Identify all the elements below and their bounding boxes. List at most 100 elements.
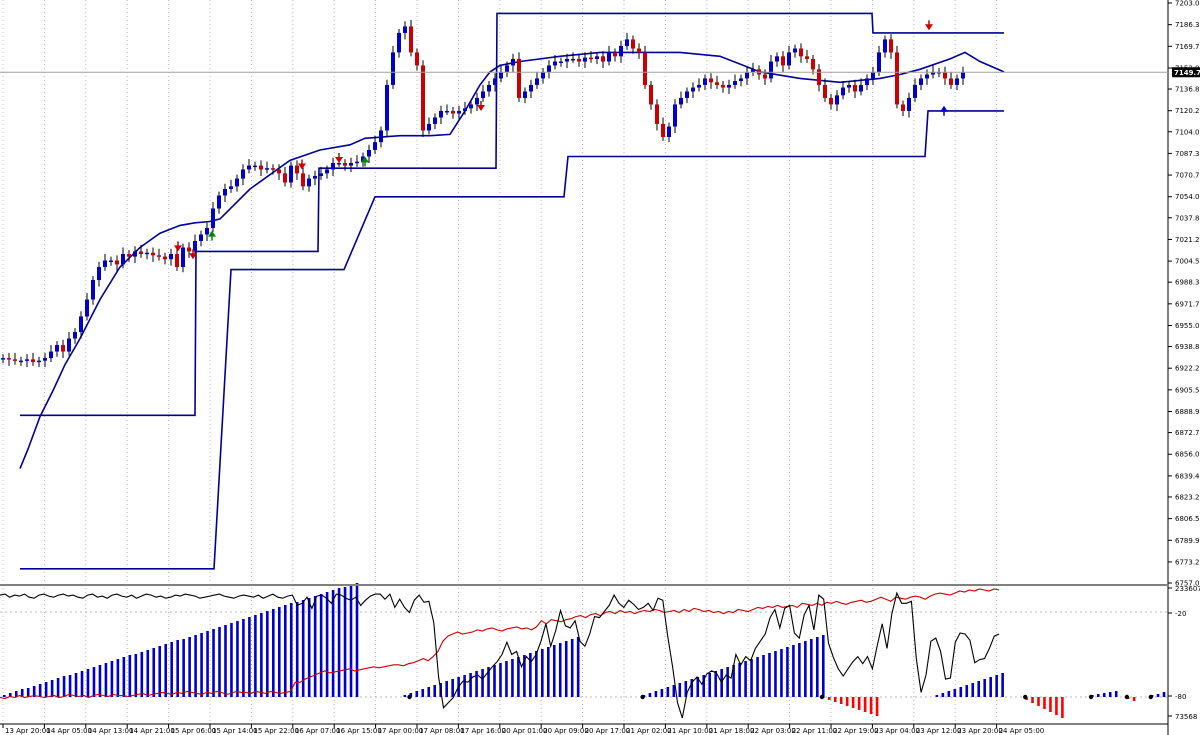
candle-body — [475, 97, 479, 105]
price-tick-label: 7004.55 — [1175, 258, 1200, 266]
price-tick-label: 7169.70 — [1175, 43, 1200, 51]
candle-body — [619, 45, 623, 57]
histogram-bar — [546, 647, 550, 697]
histogram-bar — [230, 623, 233, 697]
candle-body — [343, 162, 347, 166]
price-tick-label: 7203.00 — [1175, 0, 1200, 8]
candle-body — [865, 78, 869, 85]
price-tick-label: 6905.55 — [1175, 386, 1200, 394]
histogram-bar — [1162, 692, 1166, 697]
time-tick-label: 21 Apr 02:00 — [626, 727, 672, 735]
histogram-bar — [857, 697, 861, 710]
candle-body — [883, 39, 887, 53]
candle-body — [79, 316, 83, 333]
candle-body — [361, 156, 365, 162]
indicator-histogram — [3, 583, 1166, 718]
histogram-bar — [26, 688, 30, 697]
candle-body — [829, 97, 833, 105]
candle-body — [589, 57, 593, 60]
histogram-bar — [421, 689, 425, 697]
candle-body — [817, 69, 821, 85]
price-tick-label: 6789.90 — [1175, 537, 1200, 545]
time-tick-label: 20 Apr 09:00 — [543, 727, 589, 735]
histogram-bar — [552, 645, 556, 697]
time-tick-label: 20 Apr 01:00 — [502, 727, 548, 735]
candle-body — [229, 186, 233, 189]
histogram-bar — [20, 689, 24, 697]
histogram-bar — [1049, 697, 1052, 712]
candle-body — [931, 71, 935, 75]
histogram-bar — [702, 675, 706, 697]
histogram-bar — [122, 657, 126, 697]
histogram-bar — [1001, 673, 1004, 697]
candle-body — [19, 360, 23, 363]
histogram-bar — [134, 654, 138, 697]
histogram-bar — [1108, 692, 1112, 697]
candle-body — [313, 175, 317, 179]
signal-arrow-up — [361, 156, 369, 163]
candle-body — [103, 260, 107, 268]
histogram-bar — [277, 607, 281, 697]
signal-arrow-down — [335, 156, 343, 163]
candle-body — [877, 52, 881, 72]
candle-body — [631, 39, 635, 49]
histogram-bar — [564, 641, 568, 697]
candle-body — [175, 254, 179, 268]
histogram-bar — [331, 590, 335, 697]
histogram-bar — [176, 640, 179, 697]
candle-body — [595, 56, 599, 59]
histogram-bar — [983, 679, 986, 697]
histogram-bar — [80, 671, 84, 697]
histogram-bar — [68, 675, 72, 697]
histogram-bar — [1055, 697, 1058, 715]
price-axis: 7203.007186.357169.707153.007136.857120.… — [1168, 0, 1200, 588]
candle-body — [7, 358, 11, 360]
histogram-bar — [654, 691, 658, 697]
candle-body — [709, 78, 713, 83]
current-price-label: 7149.75 — [1174, 69, 1200, 77]
candle-body — [859, 84, 863, 92]
histogram-bar — [355, 583, 359, 697]
candle-body — [13, 359, 17, 361]
histogram-bar — [720, 669, 723, 697]
histogram-bar — [744, 661, 747, 697]
histogram-bar — [182, 639, 185, 697]
candle-body — [541, 71, 545, 79]
histogram-bar — [535, 651, 538, 697]
histogram-bar — [50, 680, 54, 697]
histogram-bar — [505, 661, 508, 697]
candle-body — [427, 123, 431, 131]
candle-body — [487, 84, 491, 92]
candle-body — [409, 26, 413, 53]
candle-body — [643, 52, 647, 85]
time-tick-label: 16 Apr 07:00 — [295, 727, 341, 735]
candle-body — [799, 48, 803, 57]
candle-body — [37, 360, 41, 363]
histogram-bar — [32, 686, 36, 697]
candle-body — [367, 149, 371, 157]
histogram-bar — [684, 681, 688, 697]
histogram-bar — [774, 651, 777, 697]
histogram-bar — [206, 631, 209, 697]
histogram-bar — [977, 681, 981, 697]
signal-arrows — [174, 20, 948, 260]
candle-body — [307, 178, 311, 187]
histogram-bar — [475, 671, 478, 697]
candle-body — [517, 58, 521, 98]
price-tick-label: 7104.00 — [1175, 128, 1200, 136]
candle-body — [61, 345, 65, 352]
time-tick-label: 15 Apr 22:00 — [253, 727, 299, 735]
candle-body — [835, 95, 839, 105]
price-tick-label: 7136.85 — [1175, 86, 1200, 94]
candle-body — [31, 359, 35, 362]
price-tick-label: 7054.05 — [1175, 193, 1200, 201]
histogram-bar — [92, 667, 96, 697]
histogram-bar — [833, 697, 837, 702]
histogram-dot — [1124, 694, 1130, 700]
histogram-bar — [714, 671, 717, 697]
time-tick-label: 16 Apr 15:00 — [336, 727, 382, 735]
candle-body — [961, 71, 965, 79]
candle-body — [691, 87, 695, 92]
histogram-bar — [116, 659, 120, 697]
histogram-dot — [1023, 694, 1028, 700]
